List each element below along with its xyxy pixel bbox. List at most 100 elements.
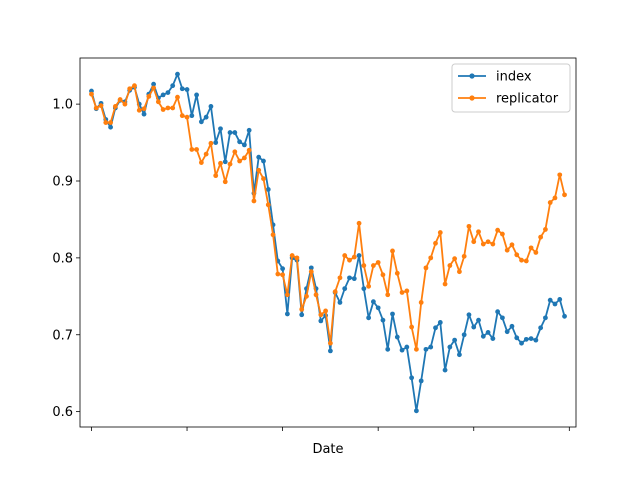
- data-point-replicator: [98, 103, 104, 109]
- data-point-replicator: [280, 272, 286, 278]
- data-point-replicator: [165, 105, 171, 111]
- data-point-index: [471, 324, 477, 330]
- data-point-replicator: [428, 255, 434, 261]
- y-axis: 0.6 0.7 0.8 0.9 1.0: [52, 98, 80, 420]
- data-point-replicator: [136, 107, 142, 113]
- x-axis: [91, 427, 570, 431]
- data-point-index: [256, 154, 262, 160]
- data-point-replicator: [538, 234, 544, 240]
- data-point-index: [457, 352, 462, 358]
- data-point-replicator: [447, 263, 453, 268]
- data-point-replicator: [337, 275, 343, 281]
- data-point-replicator: [452, 256, 458, 262]
- data-point-replicator: [528, 245, 534, 251]
- data-point-index: [547, 297, 553, 303]
- series-replicator: [89, 83, 567, 352]
- data-point-replicator: [433, 240, 438, 246]
- data-point-index: [189, 113, 195, 119]
- y-tick-label: 0.9: [52, 175, 73, 190]
- data-point-replicator: [270, 232, 276, 238]
- data-point-replicator: [175, 94, 180, 100]
- data-point-replicator: [552, 195, 558, 201]
- data-point-index: [179, 86, 185, 92]
- data-point-replicator: [203, 151, 209, 157]
- data-point-index: [414, 408, 419, 414]
- legend-marker-replicator: [469, 95, 475, 101]
- data-point-index: [347, 275, 352, 281]
- data-point-replicator: [318, 312, 324, 318]
- data-point-index: [461, 332, 467, 338]
- data-point-index: [404, 344, 410, 350]
- data-point-index: [327, 348, 333, 354]
- data-point-index: [194, 92, 199, 98]
- data-point-index: [514, 335, 520, 341]
- data-point-replicator: [108, 120, 113, 125]
- data-point-replicator: [414, 346, 419, 352]
- data-point-index: [203, 114, 209, 120]
- data-point-replicator: [127, 86, 133, 92]
- data-point-replicator: [485, 239, 491, 245]
- data-point-replicator: [261, 176, 266, 182]
- data-point-index: [500, 315, 505, 321]
- data-point-index: [241, 142, 247, 148]
- data-point-replicator: [442, 281, 448, 287]
- plot-frame: [79, 57, 577, 428]
- data-point-replicator: [141, 106, 147, 112]
- data-point-index: [160, 92, 166, 98]
- data-point-replicator: [304, 293, 309, 299]
- data-point-replicator: [500, 231, 505, 237]
- data-point-replicator: [151, 85, 156, 91]
- data-point-index: [337, 300, 343, 305]
- data-point-replicator: [294, 255, 300, 261]
- legend-label-index: index: [496, 70, 532, 85]
- data-point-replicator: [308, 269, 314, 275]
- data-point-replicator: [504, 247, 510, 253]
- data-point-index: [528, 336, 534, 341]
- data-point-index: [284, 311, 290, 317]
- data-point-replicator: [543, 227, 548, 232]
- legend-entry-index: index: [458, 70, 532, 85]
- data-point-replicator: [122, 101, 128, 107]
- data-point-replicator: [103, 120, 109, 125]
- data-point-index: [437, 320, 443, 325]
- data-point-replicator: [423, 265, 429, 271]
- data-point-index: [232, 130, 238, 135]
- data-point-index: [375, 305, 381, 311]
- data-point-replicator: [222, 179, 228, 185]
- data-point-index: [175, 71, 180, 77]
- data-point-replicator: [241, 155, 247, 161]
- data-point-index: [356, 253, 362, 258]
- data-point-index: [509, 323, 515, 329]
- data-point-replicator: [495, 227, 501, 233]
- data-point-replicator: [289, 253, 295, 258]
- series-layer: [89, 71, 567, 414]
- data-point-replicator: [370, 263, 376, 268]
- y-tick-label: 1.0: [52, 98, 73, 113]
- data-point-index: [318, 318, 324, 324]
- data-point-replicator: [275, 271, 281, 277]
- data-point-replicator: [461, 253, 467, 259]
- y-tick-label: 0.6: [52, 405, 73, 420]
- data-point-replicator: [284, 292, 290, 298]
- data-point-index: [246, 127, 252, 133]
- data-point-replicator: [184, 114, 190, 120]
- data-point-replicator: [418, 300, 424, 305]
- data-point-replicator: [476, 229, 481, 235]
- data-point-replicator: [198, 160, 204, 165]
- axes-layer: [79, 57, 577, 428]
- data-point-index: [265, 187, 271, 192]
- data-point-index: [198, 119, 204, 125]
- data-point-index: [423, 346, 429, 352]
- data-point-replicator: [93, 105, 99, 111]
- data-point-replicator: [523, 258, 529, 264]
- data-point-replicator: [227, 161, 233, 167]
- data-point-index: [342, 286, 348, 292]
- data-point-replicator: [356, 220, 362, 226]
- data-point-replicator: [189, 147, 195, 152]
- data-point-index: [299, 312, 305, 318]
- data-point-index: [538, 325, 544, 331]
- data-point-replicator: [213, 173, 219, 179]
- data-point-index: [361, 286, 367, 292]
- data-point-replicator: [332, 289, 338, 295]
- data-point-index: [418, 378, 424, 384]
